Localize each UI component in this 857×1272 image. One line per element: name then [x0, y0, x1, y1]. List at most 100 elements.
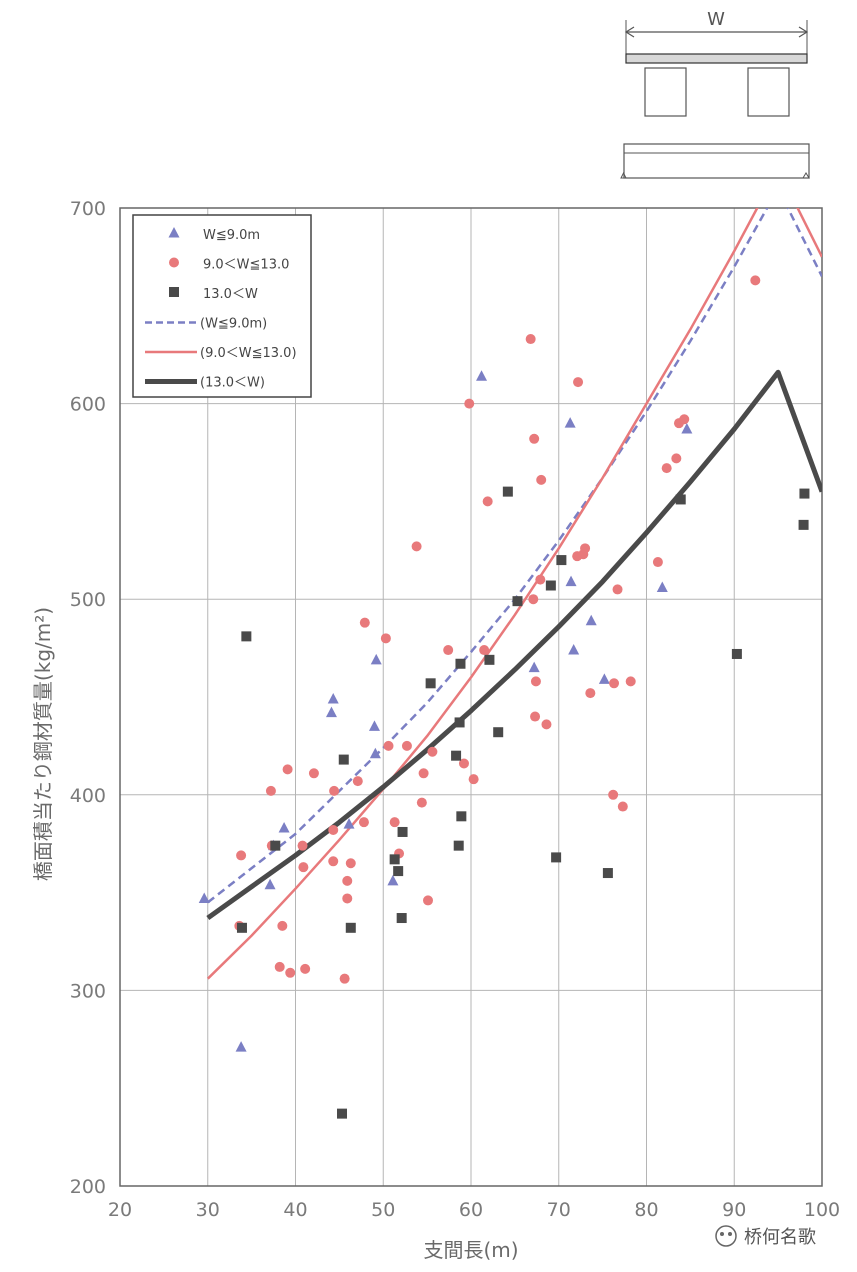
y-tick-label: 400	[70, 785, 106, 807]
triangle-point	[476, 370, 488, 381]
circle-point	[535, 574, 546, 585]
square-point	[798, 519, 809, 530]
circle-point	[464, 398, 475, 409]
triangle-point	[565, 575, 577, 587]
x-tick-label: 40	[283, 1199, 307, 1221]
circle-point	[529, 433, 540, 444]
fit-curve	[206, 369, 822, 921]
circle-point	[389, 817, 400, 828]
circle-point	[585, 688, 596, 699]
watermark-icon	[715, 1225, 737, 1247]
left-box-girder	[644, 67, 687, 117]
legend-label: 13.0＜W	[203, 287, 258, 302]
square-point	[454, 717, 465, 728]
circle-point	[427, 746, 438, 757]
legend-marker-circle	[169, 257, 179, 268]
triangle-point	[370, 653, 382, 665]
square-point	[389, 854, 400, 865]
square-point	[451, 750, 462, 761]
circle-point	[482, 496, 493, 507]
circle-point	[530, 676, 541, 687]
x-tick-label: 80	[634, 1199, 658, 1221]
square-point	[602, 868, 613, 879]
watermark-text: 桥何名歌	[744, 1227, 816, 1248]
circle-point	[328, 825, 339, 836]
square-point	[545, 580, 556, 591]
circle-point	[418, 768, 429, 779]
circle-point	[277, 920, 288, 931]
circle-point	[274, 961, 285, 972]
circle-point	[416, 797, 427, 808]
triangle-point	[656, 581, 668, 592]
triangle-point	[343, 818, 355, 829]
square-point	[551, 852, 562, 863]
x-axis-title: 支間長(m)	[423, 1238, 518, 1262]
legend: W≦9.0m 9.0＜W≦13.0 13.0＜W (W≦9.0m) (9.0＜W≦13.…	[132, 214, 312, 398]
x-tick-label: 60	[459, 1199, 483, 1221]
triangle-point	[368, 720, 380, 731]
watermark: 桥何名歌	[715, 1225, 816, 1248]
circle-point	[612, 584, 623, 595]
square-point	[502, 486, 513, 497]
circle-point	[617, 801, 628, 812]
plot-area-frame	[119, 207, 823, 1187]
circle-point	[625, 676, 636, 687]
girder-diagram: W	[620, 9, 810, 179]
circle-point	[298, 862, 309, 873]
triangle-point	[564, 417, 576, 428]
square-point	[455, 658, 466, 669]
square-point	[453, 840, 464, 851]
circle-point	[265, 785, 276, 796]
y-tick-label: 300	[70, 980, 106, 1002]
circle-point	[528, 594, 539, 605]
circle-point	[300, 963, 311, 974]
circle-point	[236, 850, 247, 861]
x-tick-label: 50	[371, 1199, 395, 1221]
square-point	[270, 840, 281, 851]
y-tick-label: 700	[70, 198, 106, 220]
x-tick-label: 90	[722, 1199, 746, 1221]
legend-marker-square	[169, 287, 179, 297]
square-point	[337, 1108, 348, 1119]
x-tick-label: 70	[547, 1199, 571, 1221]
watermark-icon-eye-right	[728, 1232, 732, 1236]
legend-label: 9.0＜W≦13.0	[203, 258, 289, 273]
tick-labels: 20 30 40 50 60 70 80 90 100 200 300 400 500 600 700	[70, 198, 840, 1221]
circle-point	[342, 893, 353, 904]
legend-label: W≦9.0m	[203, 228, 260, 243]
circle-point	[530, 711, 541, 722]
triangle-point	[369, 747, 381, 759]
circle-point	[468, 774, 479, 785]
width-label: W	[707, 9, 725, 30]
square-point	[799, 488, 810, 499]
triangle-point	[278, 822, 290, 833]
circle-point	[573, 377, 584, 388]
right-support-icon	[802, 172, 810, 179]
circle-point	[458, 758, 469, 769]
square-point	[512, 596, 523, 607]
left-support-icon	[620, 171, 627, 179]
legend-label: (W≦9.0m)	[200, 317, 267, 332]
right-box-girder	[747, 67, 790, 117]
triangle-point	[528, 661, 540, 673]
circle-point	[328, 856, 339, 867]
circle-point	[479, 645, 490, 656]
circle-point	[536, 474, 547, 485]
data-points	[198, 275, 810, 1119]
square-point	[393, 866, 404, 877]
circle-point	[297, 840, 308, 851]
square-point	[338, 754, 349, 765]
circle-point	[661, 463, 672, 474]
square-point	[484, 654, 495, 665]
circle-point	[345, 858, 356, 869]
triangle-point	[198, 892, 210, 903]
triangle-point	[568, 644, 580, 655]
y-tick-label: 500	[70, 589, 106, 611]
deck-slab	[625, 53, 808, 64]
circle-point	[358, 817, 369, 828]
circle-point	[380, 633, 391, 644]
circle-point	[342, 875, 353, 886]
triangle-point	[327, 692, 339, 704]
square-point	[345, 922, 356, 933]
